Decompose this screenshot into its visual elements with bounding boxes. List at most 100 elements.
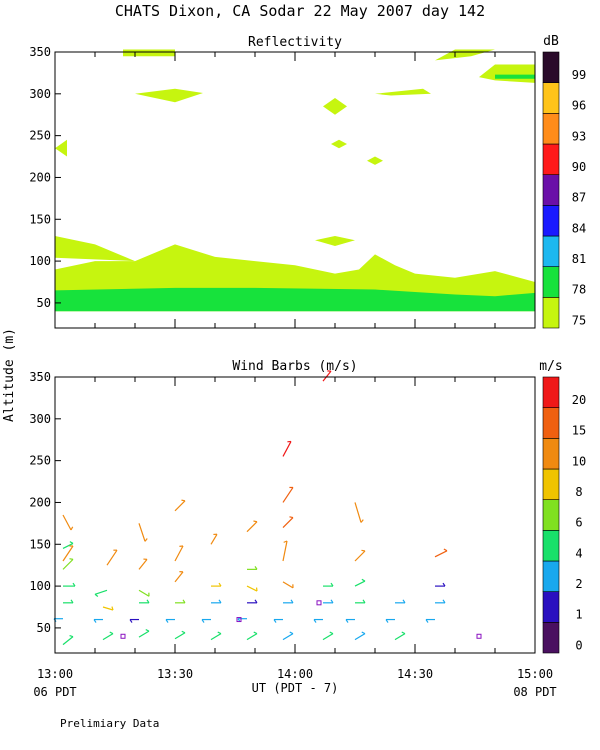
wind-barb: [174, 545, 184, 562]
colorbar-label: 20: [572, 393, 586, 407]
x-tick-labels: 13:00 13:30 14:00 14:30 15:00: [37, 667, 553, 681]
colorbar-segment: [542, 174, 560, 206]
reflectivity-region: [331, 139, 347, 149]
colorbar-segment: [542, 560, 560, 592]
reflectivity-y-ticks: 350 300 250 200 150 100 50: [29, 45, 61, 310]
wind-barb: [129, 618, 139, 623]
colorbar-segment: [542, 143, 560, 175]
y-tick-label: 250: [29, 129, 51, 143]
wind-barb: [62, 541, 74, 549]
colorbar-label: 2: [575, 577, 582, 591]
wind-barb: [354, 502, 364, 523]
colorbar-segment: [542, 113, 560, 145]
y-tick-label: 150: [29, 537, 51, 551]
wind-barb: [282, 540, 288, 562]
colorbar-segment: [542, 438, 560, 470]
reflectivity-region: [123, 49, 175, 57]
colorbar-segment: [542, 622, 560, 654]
wind-y-ticks: 350 300 250 200 150 100 50: [29, 370, 61, 635]
reflectivity-panel: Reflectivity 350 300 250 200 150 100 50 99 96 93…: [29, 34, 586, 329]
colorbar-segment: [542, 82, 560, 114]
x-tick-label: 15:00: [517, 667, 553, 681]
wind-barb: [435, 582, 446, 587]
colorbar-label: 99: [572, 68, 586, 82]
reflectivity-region: [435, 49, 495, 61]
reflectivity-colorbar-unit: dB: [543, 34, 559, 49]
colorbar-label: 87: [572, 191, 586, 205]
wind-barb: [62, 634, 74, 646]
colorbar-segment: [542, 591, 560, 623]
y-tick-label: 150: [29, 212, 51, 226]
reflectivity-region: [479, 64, 535, 83]
y-tick-label: 200: [29, 170, 51, 184]
wind-barb: [210, 631, 222, 641]
y-tick-label: 350: [29, 370, 51, 384]
colorbar-label: 81: [572, 252, 586, 266]
reflectivity-title: Reflectivity: [248, 35, 342, 50]
wind-barb: [138, 629, 150, 638]
y-tick-label: 100: [29, 579, 51, 593]
wind-barb: [273, 618, 283, 623]
colorbar-label: 8: [575, 485, 582, 499]
wind-title: Wind Barbs (m/s): [232, 359, 357, 374]
wind-barb: [106, 549, 118, 566]
wind-barb: [165, 618, 175, 623]
colorbar-label: 4: [575, 546, 582, 560]
wind-barb: [138, 523, 148, 542]
calm-marker: [120, 633, 126, 639]
colorbar-segment: [542, 235, 560, 267]
colorbar-label: 93: [572, 129, 586, 143]
wind-barb: [175, 599, 186, 604]
colorbar-segment: [542, 266, 560, 298]
colorbar-segment: [542, 205, 560, 237]
y-tick-label: 50: [37, 621, 51, 635]
wind-barb: [63, 599, 74, 604]
wind-barb-marks: [53, 370, 482, 646]
wind-barb: [94, 589, 108, 597]
wind-barb: [210, 533, 218, 545]
wind-barb: [139, 599, 150, 604]
colorbar-segment: [542, 530, 560, 562]
wind-barb: [282, 486, 294, 503]
colorbar-label: 10: [572, 454, 586, 468]
x-tick-label: 13:00: [37, 667, 73, 681]
colorbar-segment: [542, 499, 560, 531]
wind-barb: [282, 440, 292, 457]
wind-barb: [62, 514, 74, 531]
wind-barb: [283, 599, 294, 604]
y-tick-label: 300: [29, 412, 51, 426]
reflectivity-region: [495, 74, 535, 79]
wind-barb: [425, 618, 435, 623]
y-tick-label: 100: [29, 254, 51, 268]
x-right-sub-label: 08 PDT: [513, 685, 556, 699]
colorbar-segment: [542, 51, 560, 83]
reflectivity-region: [55, 287, 535, 312]
wind-barb: [102, 606, 114, 611]
colorbar-label: 78: [572, 283, 586, 297]
reflectivity-x-ticks: [94, 52, 496, 328]
wind-barb: [93, 618, 103, 623]
wind-barb: [282, 631, 294, 641]
wind-barb: [63, 582, 76, 587]
wind-barb: [354, 631, 366, 641]
wind-barb: [435, 599, 446, 604]
wind-x-ticks: [94, 377, 496, 653]
wind-barb: [62, 545, 74, 562]
wind-barb: [138, 558, 148, 570]
wind-barb: [102, 631, 114, 641]
wind-barb: [354, 549, 366, 562]
colorbar-label: 6: [575, 516, 582, 530]
wind-barb: [345, 618, 355, 623]
reflectivity-region: [135, 88, 203, 103]
colorbar-label: 15: [572, 424, 586, 438]
colorbar-segment: [542, 407, 560, 439]
figure-title: CHATS Dixon, CA Sodar 22 May 2007 day 14…: [115, 2, 485, 20]
colorbar-segment: [542, 468, 560, 500]
wind-barb: [313, 618, 323, 623]
wind-barb: [282, 516, 294, 528]
reflectivity-region: [323, 98, 347, 115]
wind-barb: [355, 599, 366, 604]
y-tick-label: 50: [37, 296, 51, 310]
wind-colorbar-unit: m/s: [539, 359, 562, 374]
